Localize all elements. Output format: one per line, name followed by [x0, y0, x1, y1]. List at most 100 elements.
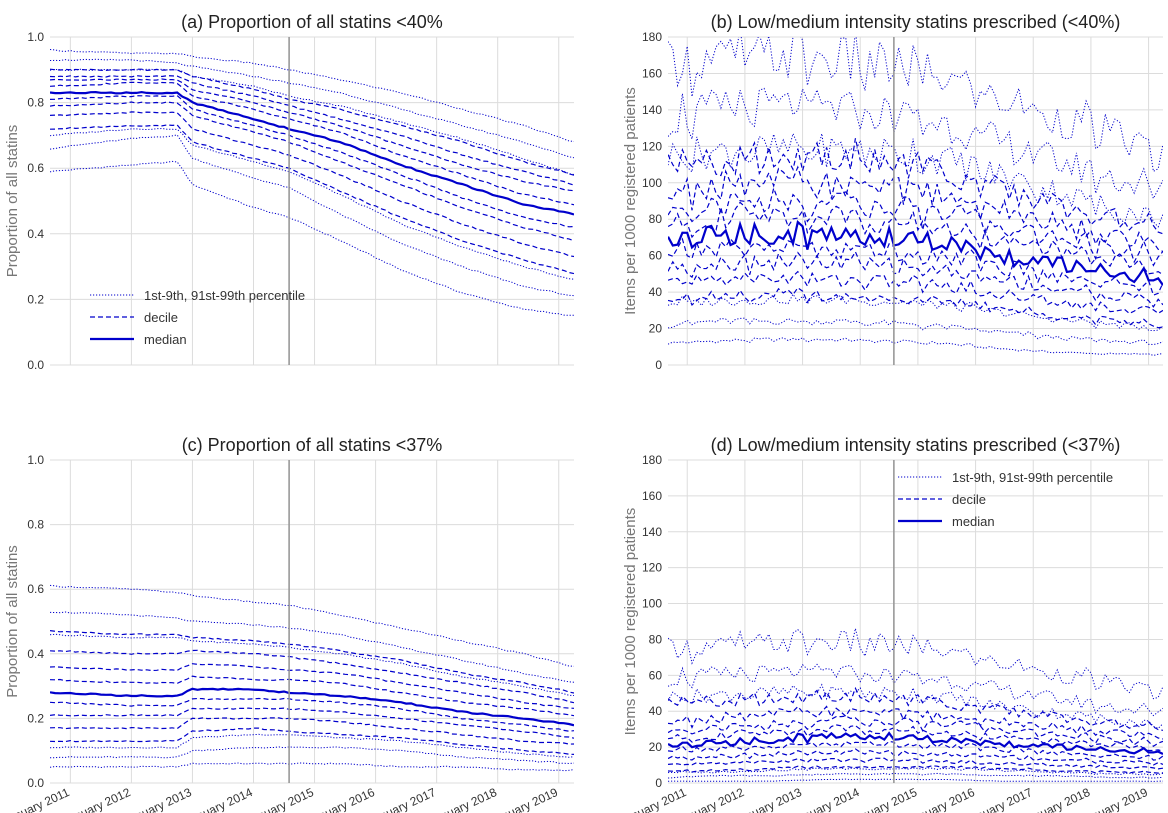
legend-label: median	[144, 332, 187, 347]
y-tick-label: 160	[642, 66, 662, 80]
decile-line-60th	[668, 724, 1163, 752]
y-tick-label: 0.2	[27, 711, 44, 725]
decile-line-20th	[50, 111, 574, 258]
decile-line-60th	[50, 81, 574, 206]
y-tick-label: 0.4	[27, 227, 44, 241]
panel-b: 0 20 40 60 80 100 120 140 160 180 Items per 1000 r…	[622, 12, 1163, 372]
y-tick-label: 60	[649, 668, 663, 682]
percentile-line-99th	[668, 37, 1163, 173]
decile-line-70th	[668, 715, 1163, 748]
series-group	[50, 584, 574, 772]
decile-line-60th	[668, 201, 1163, 276]
percentile-line-9th	[50, 733, 574, 758]
y-tick-label: 20	[649, 322, 663, 336]
y-tick-label: 160	[642, 489, 662, 503]
percentile-line-9th	[50, 127, 574, 280]
y-tick-label: 0	[655, 358, 662, 372]
y-axis-label: Items per 1000 registered patients	[622, 87, 639, 315]
panel-title: (d) Low/medium intensity statins prescri…	[711, 435, 1121, 455]
y-tick-label: 0.4	[27, 647, 44, 661]
y-axis-label: Items per 1000 registered patients	[622, 508, 639, 736]
decile-line-30th	[50, 707, 574, 739]
x-tick-label: January 2012	[61, 785, 133, 813]
legend: 1st-9th, 91st-99th percentile decile media…	[898, 470, 1113, 529]
y-axis-label: Proportion of all statins	[4, 125, 21, 278]
y-tick-label: 140	[642, 103, 662, 117]
y-tick-label: 80	[649, 212, 663, 226]
y-tick-label: 0.2	[27, 292, 44, 306]
percentile-line-95th	[668, 87, 1163, 200]
y-tick-label: 60	[649, 249, 663, 263]
y-tick-label: 1.0	[27, 453, 44, 467]
percentile-line-1st	[668, 778, 1163, 782]
decile-line-40th	[668, 237, 1163, 296]
decile-line-80th	[50, 649, 574, 704]
legend-label: 1st-9th, 91st-99th percentile	[144, 288, 305, 303]
panel-title: (a) Proportion of all statins <40%	[181, 12, 443, 32]
panel-a: 0.0 0.2 0.4 0.6 0.8 1.0 Proportion of all stat…	[4, 12, 574, 372]
percentile-line-1st	[50, 762, 574, 772]
decile-line-10th	[668, 765, 1163, 774]
x-tick-label: January 2015	[244, 785, 316, 813]
decile-line-90th	[50, 630, 574, 694]
percentile-line-5th	[50, 746, 574, 765]
decile-line-70th	[50, 78, 574, 192]
y-tick-label: 0.0	[27, 776, 44, 790]
decile-line-80th	[668, 165, 1163, 253]
median-line	[668, 731, 1163, 755]
decile-line-10th	[50, 124, 574, 275]
y-tick-label: 0.0	[27, 358, 44, 372]
y-tick-label: 100	[642, 597, 662, 611]
y-tick-label: 0.8	[27, 96, 44, 110]
y-tick-label: 40	[649, 285, 663, 299]
y-tick-label: 40	[649, 704, 663, 718]
y-tick-label: 120	[642, 561, 662, 575]
decile-line-20th	[668, 270, 1163, 315]
decile-line-20th	[50, 717, 574, 745]
percentile-line-5th	[668, 772, 1163, 779]
x-tick-label: January 2014	[183, 785, 255, 813]
y-tick-label: 0.8	[27, 518, 44, 532]
percentile-line-91st	[50, 68, 574, 175]
panel-title: (b) Low/medium intensity statins prescri…	[711, 12, 1121, 32]
percentile-line-91st	[668, 132, 1163, 228]
decile-line-40th	[50, 697, 574, 732]
decile-line-10th	[668, 286, 1163, 329]
percentile-line-95th	[50, 611, 574, 683]
y-tick-label: 80	[649, 632, 663, 646]
x-tick-label: January 2018	[427, 785, 499, 813]
percentile-line-91st	[668, 683, 1163, 729]
decile-line-90th	[50, 68, 574, 176]
series-group	[50, 49, 574, 316]
decile-line-90th	[668, 138, 1163, 235]
x-tick-label: January 2019	[488, 785, 560, 813]
decile-line-40th	[50, 94, 574, 228]
legend: 1st-9th, 91st-99th percentile decile media…	[90, 288, 305, 347]
y-tick-label: 100	[642, 176, 662, 190]
decile-line-60th	[50, 675, 574, 717]
percentile-line-99th	[50, 584, 574, 667]
y-axis-label: Proportion of all statins	[4, 545, 21, 698]
percentile-line-95th	[668, 663, 1163, 717]
decile-line-90th	[668, 686, 1163, 731]
percentile-line-91st	[50, 633, 574, 696]
panel-title: (c) Proportion of all statins <37%	[182, 435, 443, 455]
series-group	[668, 628, 1163, 782]
decile-line-30th	[50, 101, 574, 242]
percentile-line-1st	[50, 160, 574, 316]
legend-label: median	[952, 514, 995, 529]
y-tick-label: 180	[642, 453, 662, 467]
decile-line-70th	[668, 186, 1163, 267]
decile-line-80th	[668, 705, 1163, 740]
decile-line-20th	[668, 757, 1163, 770]
decile-line-10th	[50, 727, 574, 755]
legend-label: 1st-9th, 91st-99th percentile	[952, 470, 1113, 485]
median-line	[50, 90, 574, 216]
decile-line-40th	[668, 740, 1163, 761]
x-tick-label: January 2011	[617, 785, 688, 813]
decile-line-30th	[668, 748, 1163, 766]
y-tick-label: 140	[642, 525, 662, 539]
